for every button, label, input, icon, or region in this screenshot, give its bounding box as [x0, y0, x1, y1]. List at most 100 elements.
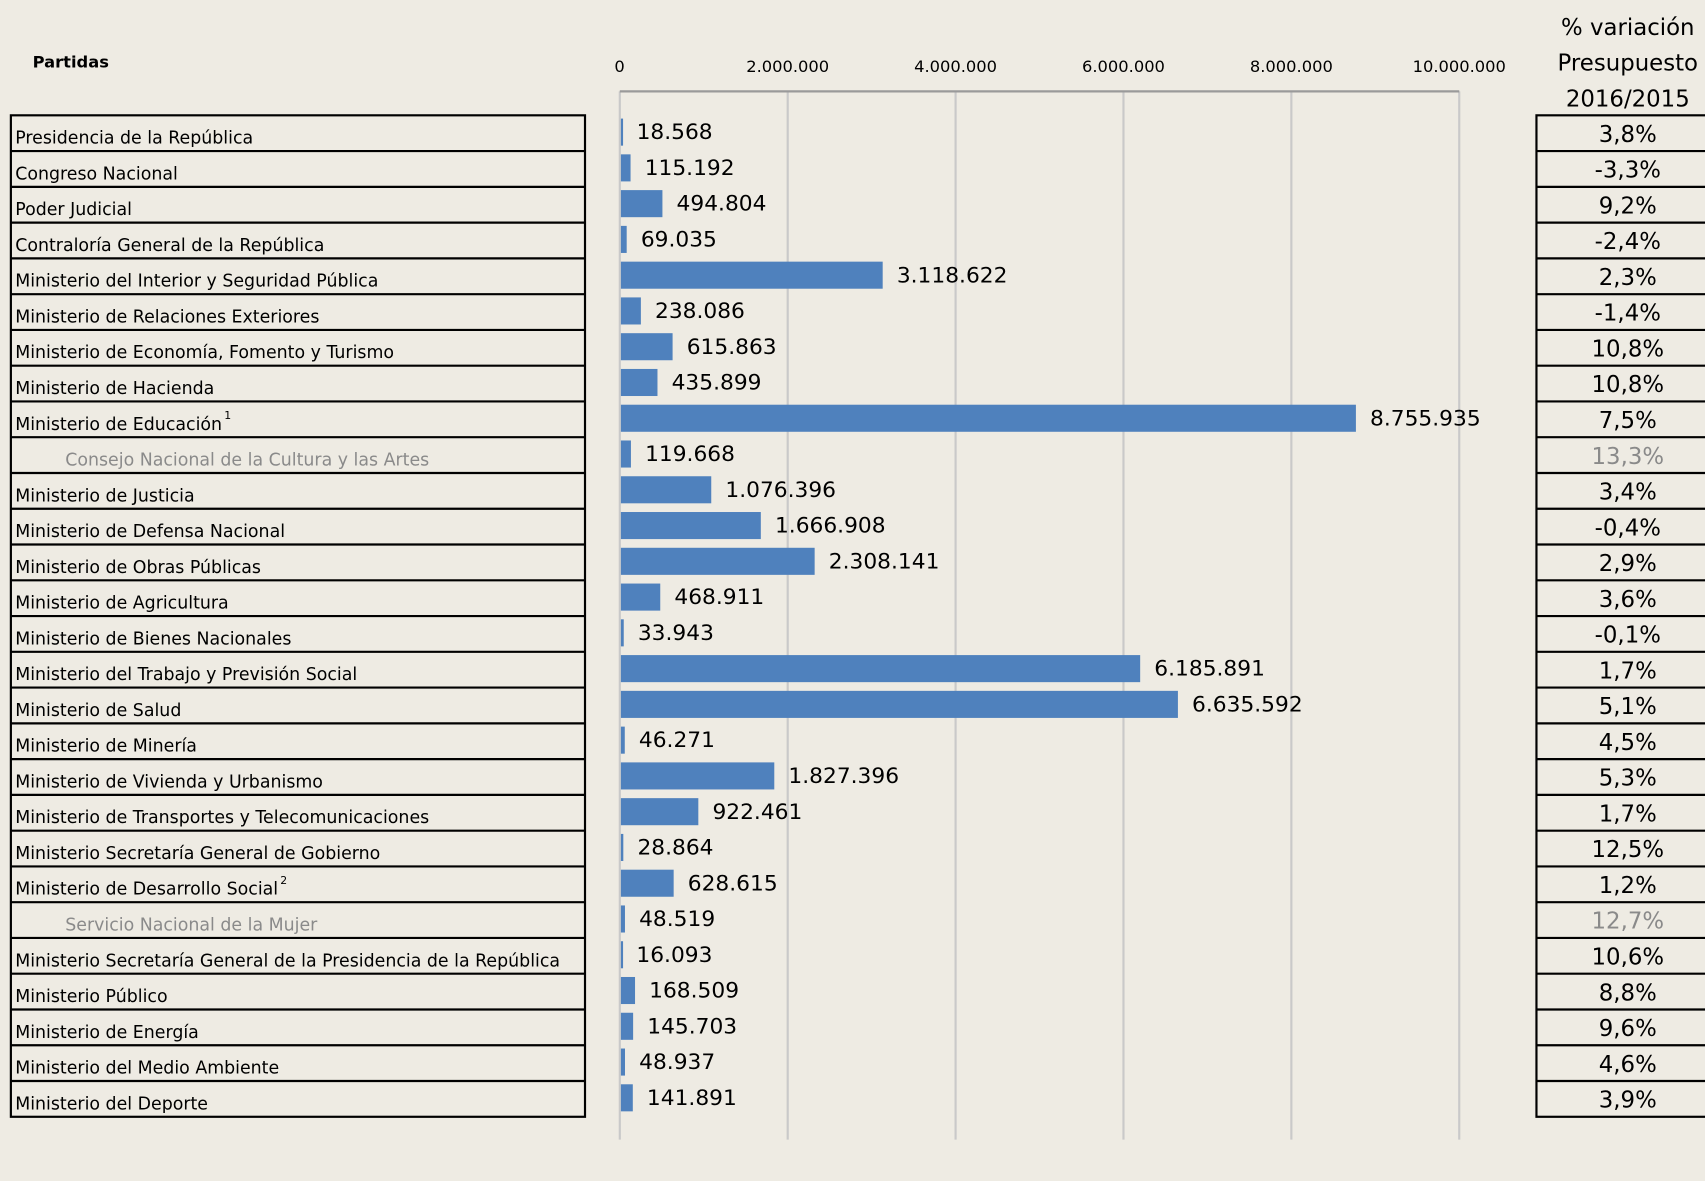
value-label: 2.308.141	[829, 549, 940, 574]
variation-header: % variación	[1561, 15, 1695, 41]
bar	[620, 833, 624, 861]
value-label: 46.271	[639, 728, 715, 753]
value-label: 119.668	[645, 442, 735, 467]
footnote-mark: 1	[224, 409, 231, 422]
value-label: 16.093	[636, 943, 712, 968]
footnote-mark: 2	[280, 874, 287, 887]
variation-value: 9,6%	[1599, 1016, 1657, 1042]
row-label: Presidencia de la República	[15, 129, 253, 149]
variation-value: 10,8%	[1592, 372, 1665, 398]
row-label: Poder Judicial	[15, 200, 132, 220]
row-label: Ministerio del Interior y Seguridad Públ…	[15, 272, 378, 292]
bar	[620, 225, 627, 253]
x-tick-label: 0	[614, 57, 624, 76]
value-label: 33.943	[638, 621, 714, 646]
row-label: Servicio Nacional de la Mujer	[65, 916, 318, 936]
value-label: 615.863	[687, 335, 777, 360]
variation-value: -2,4%	[1595, 229, 1661, 255]
x-tick-label: 10.000.000	[1413, 57, 1506, 76]
bar	[620, 261, 883, 289]
variation-value: 3,4%	[1599, 480, 1657, 506]
row-label: Ministerio de Relaciones Exteriores	[15, 307, 319, 327]
row-label: Ministerio de Justicia	[15, 486, 194, 506]
value-label: 18.568	[637, 120, 713, 145]
bar	[620, 798, 699, 826]
bar	[620, 1048, 625, 1076]
bar	[620, 1012, 634, 1040]
value-label: 141.891	[647, 1086, 737, 1111]
value-label: 168.509	[649, 979, 739, 1004]
value-label: 435.899	[672, 371, 762, 396]
bar	[620, 333, 673, 361]
bar	[620, 368, 658, 397]
row-label: Ministerio de Bienes Nacionales	[15, 629, 291, 649]
variation-value: 3,9%	[1599, 1088, 1657, 1114]
value-label: 468.911	[674, 585, 764, 610]
row-label: Contraloría General de la República	[15, 236, 324, 256]
x-tick-label: 2.000.000	[746, 57, 829, 76]
bar	[620, 190, 663, 218]
value-label: 28.864	[637, 836, 713, 861]
row-header: Partidas	[33, 53, 109, 72]
variation-value: 4,5%	[1599, 730, 1657, 756]
bar	[620, 762, 775, 790]
variation-value: 9,2%	[1599, 193, 1657, 219]
bar	[620, 440, 631, 468]
value-label: 1.827.396	[788, 764, 899, 789]
bar	[620, 905, 625, 933]
variation-value: 5,3%	[1599, 766, 1657, 792]
row-label: Ministerio de Educación	[15, 415, 222, 435]
value-label: 238.086	[655, 299, 745, 324]
value-label: 628.615	[688, 871, 778, 896]
variation-value: 12,7%	[1592, 909, 1665, 935]
variation-value: 2,3%	[1599, 265, 1657, 291]
variation-value: 12,5%	[1592, 837, 1665, 863]
bar	[620, 619, 624, 647]
bar	[620, 1084, 633, 1112]
row-label: Ministerio del Trabajo y Previsión Socia…	[15, 665, 357, 685]
variation-value: 7,5%	[1599, 408, 1657, 434]
x-tick-label: 4.000.000	[914, 57, 997, 76]
row-label: Ministerio Secretaría General de Gobiern…	[15, 844, 380, 864]
bar	[620, 512, 761, 540]
row-label: Ministerio Secretaría General de la Pres…	[15, 951, 560, 971]
row-label: Congreso Nacional	[15, 164, 178, 184]
row-label: Ministerio de Desarrollo Social	[15, 880, 278, 900]
bar	[620, 297, 641, 325]
bar	[620, 476, 712, 504]
variation-value: 1,7%	[1599, 658, 1657, 684]
variation-value: -3,3%	[1595, 158, 1661, 184]
variation-value: 3,6%	[1599, 587, 1657, 613]
row-label: Ministerio de Economía, Fomento y Turism…	[15, 343, 394, 363]
value-label: 494.804	[677, 192, 767, 217]
row-label: Ministerio de Minería	[15, 737, 197, 757]
row-label: Ministerio de Energía	[15, 1023, 199, 1043]
bar	[620, 547, 815, 575]
variation-value: -0,1%	[1595, 623, 1661, 649]
bar	[620, 655, 1141, 683]
row-label: Ministerio del Medio Ambiente	[15, 1059, 279, 1079]
value-label: 115.192	[645, 156, 735, 181]
row-label: Ministerio de Transportes y Telecomunica…	[15, 808, 429, 828]
bar	[620, 690, 1178, 718]
variation-value: 2,9%	[1599, 551, 1657, 577]
x-tick-label: 6.000.000	[1082, 57, 1165, 76]
bar	[620, 583, 661, 611]
value-label: 3.118.622	[897, 263, 1008, 288]
variation-value: 10,8%	[1592, 336, 1665, 362]
row-label: Ministerio de Salud	[15, 701, 181, 721]
variation-value: 5,1%	[1599, 694, 1657, 720]
variation-value: -1,4%	[1595, 301, 1661, 327]
variation-value: 1,7%	[1599, 801, 1657, 827]
variation-value: 13,3%	[1592, 444, 1665, 470]
value-label: 922.461	[712, 800, 802, 825]
bar	[620, 154, 631, 182]
value-label: 8.755.935	[1370, 406, 1481, 431]
row-label: Ministerio Público	[15, 987, 167, 1007]
bar	[620, 976, 636, 1005]
value-label: 6.635.592	[1192, 692, 1303, 717]
variation-value: 8,8%	[1599, 980, 1657, 1006]
row-label: Ministerio de Vivienda y Urbanismo	[15, 772, 323, 792]
